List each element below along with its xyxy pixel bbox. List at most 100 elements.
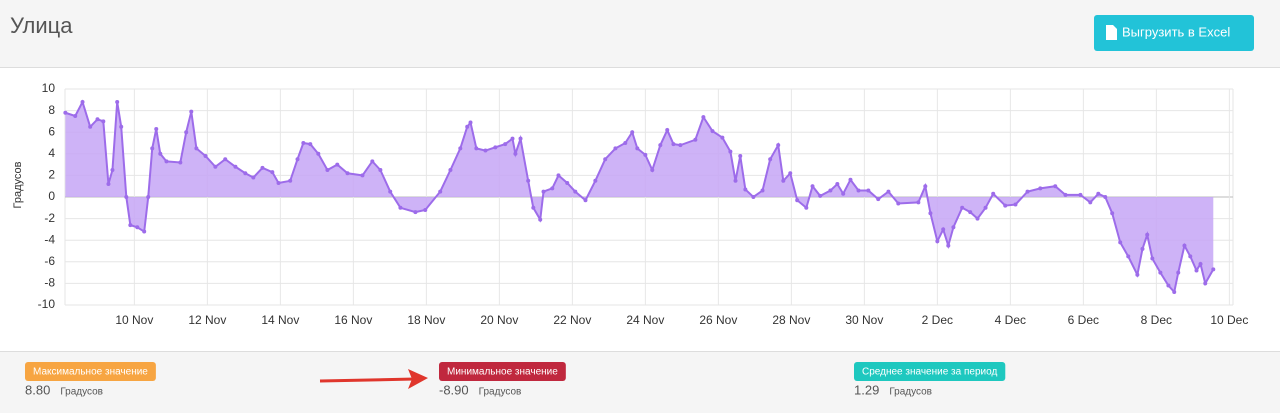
- point: [142, 229, 147, 234]
- point: [526, 178, 531, 183]
- point: [295, 157, 300, 162]
- export-button-label[interactable]: Выгрузить в Excel: [1122, 24, 1230, 39]
- point: [886, 189, 891, 194]
- point: [493, 145, 498, 150]
- point: [960, 205, 965, 210]
- point: [1110, 211, 1115, 216]
- point: [643, 152, 648, 157]
- point: [658, 143, 663, 148]
- y-tick-label: -10: [38, 297, 56, 311]
- point: [251, 175, 256, 180]
- point: [301, 141, 306, 145]
- point: [781, 178, 786, 183]
- y-tick-label: -8: [44, 276, 55, 290]
- y-tick-label: 0: [48, 189, 55, 203]
- area: [65, 101, 1214, 293]
- point: [316, 151, 321, 156]
- x-tick-label: 20 Nov: [480, 313, 518, 327]
- point: [896, 201, 901, 206]
- point: [260, 165, 265, 170]
- point: [968, 210, 973, 215]
- y-tick-label: 6: [48, 124, 55, 138]
- point: [983, 205, 988, 210]
- point: [233, 164, 238, 169]
- point: [154, 126, 159, 131]
- x-tick-label: 6 Dec: [1068, 313, 1099, 327]
- arrow-head: [408, 369, 428, 389]
- point: [678, 143, 683, 148]
- point: [398, 205, 403, 210]
- point: [503, 142, 508, 147]
- point: [146, 195, 151, 199]
- stat-value: 1.29: [854, 382, 879, 397]
- point: [538, 217, 543, 222]
- point: [693, 137, 698, 142]
- point: [128, 223, 133, 228]
- point: [1118, 240, 1123, 245]
- x-tick-label: 4 Dec: [995, 313, 1026, 327]
- point: [88, 124, 93, 129]
- point: [1103, 195, 1108, 199]
- point: [751, 195, 756, 199]
- file-icon: [1106, 25, 1117, 40]
- y-tick-label: 2: [48, 168, 55, 182]
- point: [828, 188, 833, 193]
- point: [119, 124, 124, 129]
- point: [345, 171, 350, 176]
- point: [1188, 254, 1193, 259]
- point: [810, 184, 815, 189]
- point: [728, 149, 733, 154]
- point: [818, 193, 823, 198]
- stat-value: 8.80: [25, 382, 50, 397]
- point: [1053, 184, 1058, 189]
- point: [370, 159, 375, 164]
- stat-value: -8.90: [439, 382, 469, 397]
- point: [288, 178, 293, 183]
- point: [194, 146, 199, 151]
- stat-badge: [439, 362, 566, 381]
- point: [1063, 192, 1068, 197]
- point: [325, 168, 330, 172]
- point: [1150, 256, 1155, 261]
- point: [243, 171, 248, 176]
- x-tick-label: 30 Nov: [845, 313, 883, 327]
- point: [158, 151, 163, 156]
- x-tick-label: 14 Nov: [261, 313, 299, 327]
- point: [1135, 272, 1140, 277]
- point: [593, 178, 598, 183]
- point: [335, 162, 340, 167]
- point: [565, 180, 570, 185]
- y-tick-label: -6: [44, 254, 55, 268]
- stat-label: Минимальное значение: [447, 367, 558, 378]
- point: [63, 110, 68, 115]
- point: [223, 157, 228, 162]
- point: [448, 168, 453, 172]
- point: [164, 159, 169, 164]
- point: [630, 130, 635, 135]
- point: [360, 173, 365, 178]
- point: [556, 173, 561, 178]
- point: [665, 128, 670, 133]
- point: [1003, 203, 1008, 208]
- stat-unit: Градусов: [889, 387, 932, 398]
- point: [613, 146, 618, 151]
- point: [423, 207, 428, 212]
- point: [276, 180, 281, 185]
- point: [573, 189, 578, 194]
- x-tick-label: 24 Nov: [626, 313, 664, 327]
- header-bg: [0, 0, 1280, 67]
- stat-unit: Градусов: [479, 387, 522, 398]
- x-tick-label: 10 Nov: [115, 313, 153, 327]
- stat-badge: [25, 362, 156, 381]
- point: [1166, 283, 1171, 288]
- point: [1182, 243, 1187, 248]
- point: [951, 225, 956, 230]
- x-tick-label: 16 Nov: [334, 313, 372, 327]
- stat-unit: Градусов: [60, 387, 103, 398]
- export-button[interactable]: [1094, 15, 1254, 51]
- point: [101, 119, 106, 124]
- y-axis-label: Градусов: [12, 161, 24, 208]
- point: [189, 109, 194, 114]
- point: [474, 146, 479, 151]
